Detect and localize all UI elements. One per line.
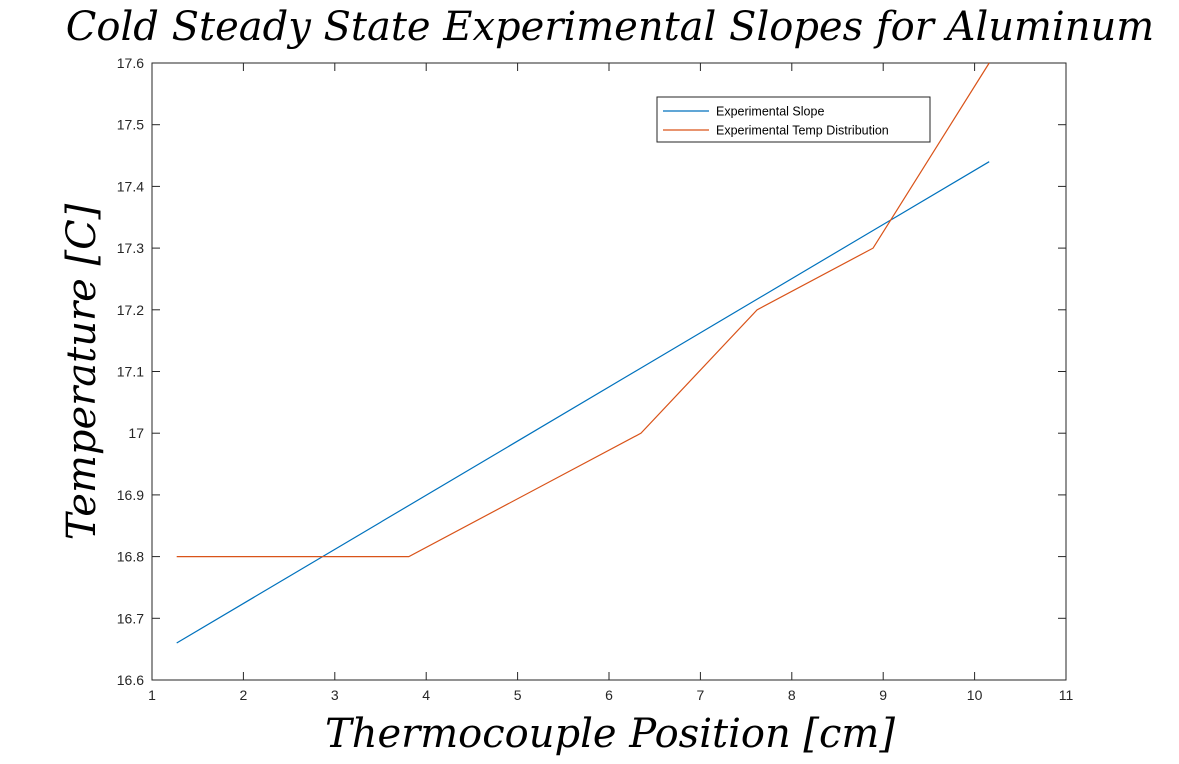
x-axis: 1 2 3 4 5 6 7 8 9 10 11: [148, 63, 1073, 703]
y-tick-label: 16.7: [117, 610, 144, 626]
legend-box: [656, 96, 931, 143]
y-axis-label: Temperature [C]: [59, 203, 105, 540]
x-tick-label: 3: [331, 687, 339, 703]
x-tick-label: 2: [240, 687, 248, 703]
y-tick-label: 17.2: [117, 302, 144, 318]
y-tick-label: 16.8: [117, 549, 144, 565]
y-tick-label: 16.6: [117, 672, 144, 688]
y-tick-label: 17.3: [117, 240, 144, 256]
series-layer: [176, 62, 990, 644]
plot-area: [151, 62, 1067, 681]
legend-entry: Experimental Temp Distribution: [716, 124, 889, 138]
y-tick-label: 16.9: [117, 487, 144, 503]
series-line-0: [176, 161, 990, 644]
x-tick-label: 6: [605, 687, 613, 703]
x-tick-label: 11: [1059, 687, 1074, 703]
x-tick-label: 7: [697, 687, 705, 703]
y-axis: 16.6 16.7 16.8 16.9 17 17.1 17.2 17.3 17.4 17.5 17…: [117, 55, 1066, 688]
y-tick-label: 17.4: [117, 178, 144, 194]
y-tick-label: 17.1: [117, 364, 144, 380]
x-tick-label: 9: [879, 687, 887, 703]
series-1: [176, 62, 990, 558]
x-tick-label: 10: [967, 687, 983, 703]
series-line-1: [176, 62, 990, 558]
x-tick-label: 8: [788, 687, 796, 703]
y-tick-label: 17: [128, 425, 144, 441]
x-axis-label: Thermocouple Position [cm]: [325, 711, 895, 757]
x-tick-label: 1: [148, 687, 156, 703]
y-tick-label: 17.5: [117, 117, 144, 133]
series-0: [176, 161, 990, 644]
legend-entry: Experimental Slope: [716, 105, 824, 119]
x-tick-label: 5: [514, 687, 522, 703]
x-tick-label: 4: [422, 687, 430, 703]
y-tick-label: 17.6: [117, 55, 144, 71]
chart-title: Cold Steady State Experimental Slopes fo…: [66, 4, 1154, 50]
plot-frame: [151, 62, 1067, 681]
legend: Experimental Slope Experimental Temp Dist…: [656, 96, 931, 143]
